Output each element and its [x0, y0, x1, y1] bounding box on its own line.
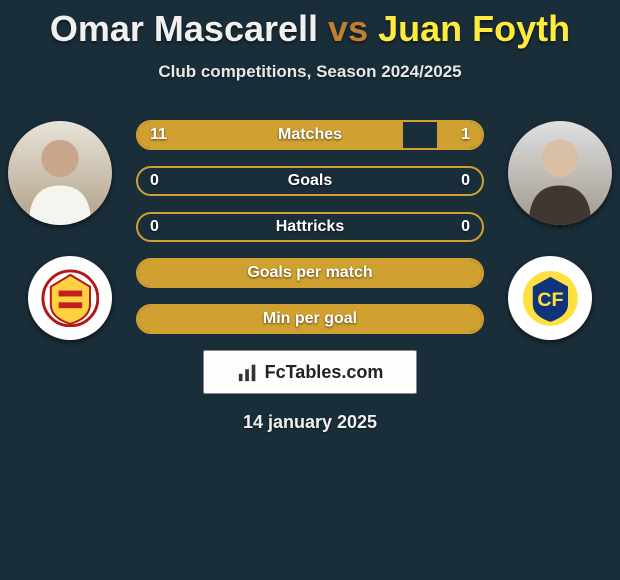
title-player1: Omar Mascarell — [50, 8, 318, 49]
logo-text: FcTables.com — [265, 362, 384, 383]
stat-label: Goals — [288, 172, 332, 190]
stat-value-left: 0 — [150, 218, 159, 236]
stat-fill-left — [138, 122, 403, 148]
stat-row: 0 0 Goals — [136, 166, 484, 196]
title-player2: Juan Foyth — [378, 8, 570, 49]
stat-label: Hattricks — [276, 218, 344, 236]
comparison-title: Omar Mascarell vs Juan Foyth — [0, 0, 620, 50]
stat-value-left: 11 — [150, 126, 167, 144]
subtitle: Club competitions, Season 2024/2025 — [0, 62, 620, 82]
stat-rows: 111Matches00Goals00HattricksGoals per ma… — [136, 116, 484, 334]
stat-label: Goals per match — [247, 264, 372, 282]
bar-chart-icon — [237, 361, 259, 383]
stat-row: Min per goal — [136, 304, 484, 334]
stat-row: 0 0 Hattricks — [136, 212, 484, 242]
shield-icon: CF — [521, 269, 580, 328]
stat-label: Matches — [278, 126, 342, 144]
person-icon — [8, 121, 112, 225]
stat-label: Min per goal — [263, 310, 357, 328]
stat-row: Goals per match — [136, 258, 484, 288]
title-vs: vs — [328, 8, 368, 49]
person-icon — [508, 121, 612, 225]
svg-text:CF: CF — [537, 289, 563, 311]
shield-icon — [41, 269, 100, 328]
comparison-area: CF 111Matches00Goals00HattricksGoals per… — [0, 116, 620, 334]
player1-avatar — [8, 121, 112, 225]
player1-club-crest — [28, 256, 112, 340]
stat-value-right: 0 — [461, 172, 470, 190]
stat-fill-right — [437, 122, 482, 148]
stat-value-right: 1 — [461, 126, 470, 144]
comparison-date: 14 january 2025 — [0, 412, 620, 433]
stat-value-left: 0 — [150, 172, 159, 190]
player2-avatar — [508, 121, 612, 225]
player2-club-crest: CF — [508, 256, 592, 340]
stat-value-right: 0 — [461, 218, 470, 236]
fctables-logo: FcTables.com — [203, 350, 417, 394]
stat-row: 111Matches — [136, 120, 484, 150]
